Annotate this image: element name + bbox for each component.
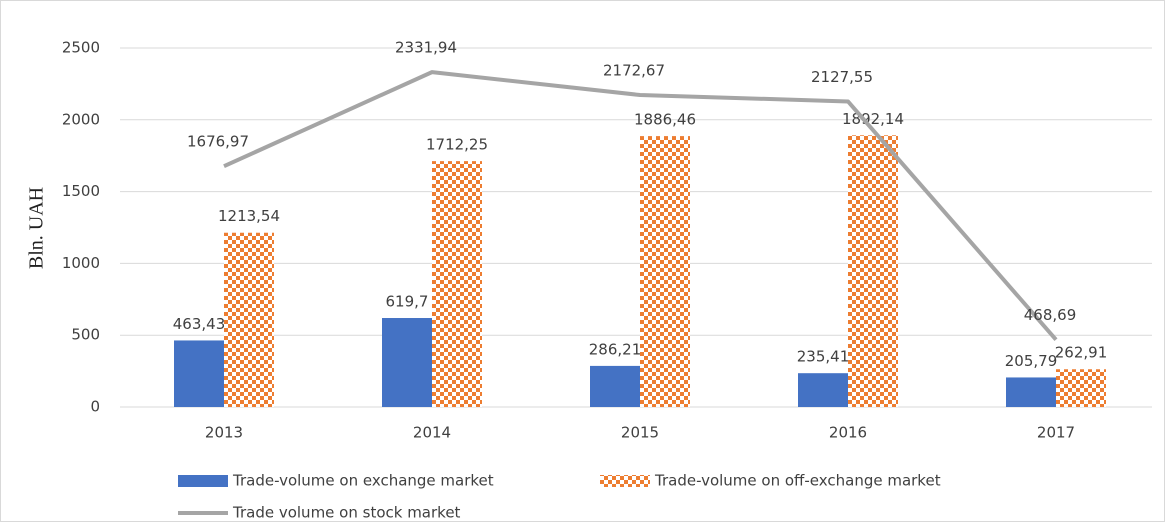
data-label: 463,43: [173, 315, 226, 333]
bar: [174, 340, 224, 407]
x-tick-label: 2017: [1037, 424, 1075, 442]
data-label: 2331,94: [395, 39, 457, 57]
data-label: 1213,54: [218, 207, 280, 225]
y-tick-label: 2500: [62, 39, 100, 57]
data-label: 1892,14: [842, 110, 904, 128]
bar: [798, 373, 848, 407]
bar: [848, 135, 898, 407]
data-label: 286,21: [589, 340, 642, 358]
bar: [382, 318, 432, 407]
data-label: 1712,25: [426, 136, 488, 154]
x-tick-label: 2013: [205, 424, 243, 442]
y-tick-label: 1500: [62, 182, 100, 200]
data-label: 1886,46: [634, 111, 696, 129]
bar: [224, 232, 274, 407]
data-label: 205,79: [1005, 352, 1058, 370]
y-tick-label: 500: [71, 326, 100, 344]
bar: [1056, 369, 1106, 407]
legend-label: Trade-volume on off-exchange market: [654, 472, 941, 490]
data-label: 2127,55: [811, 68, 873, 86]
data-label: 619,7: [386, 293, 429, 311]
y-tick-label: 0: [90, 398, 100, 416]
data-label: 2172,67: [603, 62, 665, 80]
x-tick-label: 2016: [829, 424, 867, 442]
data-label: 262,91: [1055, 344, 1108, 362]
y-tick-label: 2000: [62, 110, 100, 128]
y-tick-label: 1000: [62, 254, 100, 272]
legend-swatch: [600, 475, 650, 487]
data-label: 235,41: [797, 348, 850, 366]
x-tick-label: 2014: [413, 424, 451, 442]
legend-swatch: [178, 475, 228, 487]
x-tick-label: 2015: [621, 424, 659, 442]
legend-label: Trade volume on stock market: [232, 504, 461, 522]
legend-label: Trade-volume on exchange market: [232, 472, 494, 490]
bar: [640, 136, 690, 407]
y-axis-label: Bln. UAH: [26, 187, 48, 269]
bar: [1006, 377, 1056, 407]
bar: [432, 161, 482, 407]
bar: [590, 365, 640, 407]
data-label: 468,69: [1024, 306, 1077, 324]
data-label: 1676,97: [187, 133, 249, 151]
line: [223, 70, 1058, 342]
